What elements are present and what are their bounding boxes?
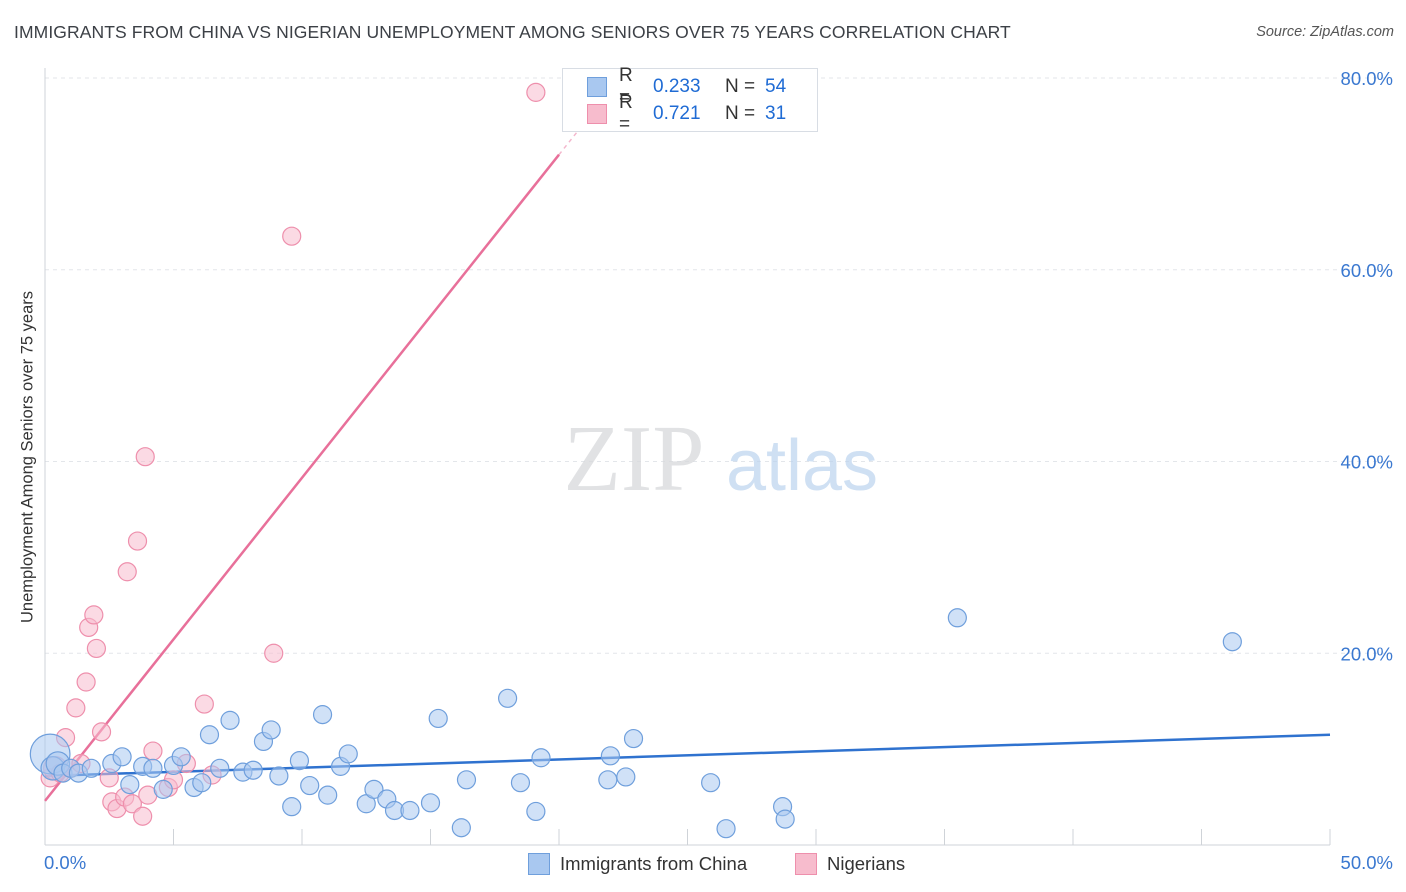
china-point bbox=[526, 801, 546, 822]
correlation-legend: R = 0.233 N = 54 R = 0.721 N = 31 bbox=[562, 65, 818, 135]
legend-label-nigerians: Nigerians bbox=[827, 853, 906, 874]
china-point bbox=[318, 785, 338, 805]
china-point bbox=[171, 747, 191, 767]
china-point bbox=[456, 770, 477, 790]
nigerians-points bbox=[40, 82, 546, 826]
legend-row-china: R = 0.233 N = 54 bbox=[587, 65, 787, 108]
china-point bbox=[112, 747, 132, 767]
china-point bbox=[600, 746, 621, 766]
china-point bbox=[420, 793, 441, 813]
china-point bbox=[81, 758, 101, 778]
china-point bbox=[428, 708, 448, 729]
china-point bbox=[947, 608, 967, 628]
legend-r-value: 0.721 bbox=[653, 103, 701, 124]
y-tick-label: 20.0% bbox=[1341, 643, 1393, 664]
nigerians-point bbox=[264, 643, 284, 663]
legend-row-nigerians: R = 0.721 N = 31 bbox=[587, 92, 787, 135]
legend-n-label: N = bbox=[725, 76, 756, 97]
china-point bbox=[261, 720, 281, 740]
china-point bbox=[300, 775, 320, 796]
nigerians-point bbox=[143, 741, 163, 761]
source-credit: Source: ZipAtlas.com bbox=[1256, 24, 1394, 40]
legend-swatch-china bbox=[528, 853, 550, 875]
y-tick-label: 80.0% bbox=[1341, 68, 1393, 89]
legend-swatch-nigerians bbox=[587, 104, 607, 124]
china-point bbox=[400, 800, 420, 821]
china-point bbox=[716, 819, 736, 839]
nigerians-point bbox=[66, 698, 86, 718]
legend-swatch-nigerians bbox=[795, 853, 817, 875]
china-point bbox=[531, 748, 551, 768]
watermark-atlas: atlas bbox=[726, 426, 878, 506]
x-tick-label: 0.0% bbox=[44, 852, 86, 873]
x-tick-label: 50.0% bbox=[1341, 852, 1393, 873]
legend-n-value: 31 bbox=[765, 103, 787, 124]
axes bbox=[44, 68, 1331, 846]
china-point bbox=[364, 779, 384, 799]
china-point bbox=[510, 773, 531, 793]
china-point bbox=[120, 774, 140, 795]
nigerians-point bbox=[282, 226, 302, 246]
nigerians-trend-line bbox=[44, 153, 560, 802]
y-tick-label: 60.0% bbox=[1341, 260, 1393, 281]
legend-item-china: Immigrants from China bbox=[528, 851, 747, 877]
nigerians-point bbox=[76, 672, 96, 692]
legend-r-label: R = bbox=[619, 92, 633, 135]
nigerians-point bbox=[86, 638, 107, 659]
gridlines bbox=[45, 77, 1392, 654]
china-point bbox=[199, 725, 220, 745]
y-tick-label: 40.0% bbox=[1341, 452, 1393, 473]
legend-r-label: R = bbox=[619, 65, 633, 108]
china-point bbox=[282, 797, 302, 817]
china-point bbox=[220, 710, 240, 730]
legend-label-china: Immigrants from China bbox=[560, 853, 748, 874]
china-point bbox=[775, 809, 795, 829]
china-point bbox=[616, 767, 636, 787]
legend-item-nigerians: Nigerians bbox=[795, 851, 905, 877]
watermark-zip: ZIP bbox=[564, 407, 705, 511]
nigerians-point bbox=[194, 694, 214, 714]
watermark: ZIP atlas bbox=[564, 407, 879, 511]
nigerians-point bbox=[127, 531, 148, 551]
china-point bbox=[269, 766, 289, 786]
legend-r-value: 0.233 bbox=[653, 76, 701, 97]
china-point bbox=[498, 688, 518, 708]
china-point bbox=[451, 818, 471, 838]
china-point bbox=[598, 770, 618, 790]
china-point bbox=[210, 758, 230, 778]
china-point bbox=[153, 779, 173, 799]
legend-n-value: 54 bbox=[765, 76, 787, 97]
china-point bbox=[192, 773, 212, 793]
nigerians-point bbox=[117, 562, 137, 582]
legend-swatch-china bbox=[587, 77, 607, 97]
china-point bbox=[623, 728, 644, 749]
china-point bbox=[701, 773, 721, 793]
y-axis-label: Unemployment Among Seniors over 75 years bbox=[18, 291, 37, 623]
nigerians-point bbox=[133, 806, 153, 826]
china-point bbox=[243, 760, 263, 780]
china-point bbox=[312, 705, 333, 725]
nigerians-point bbox=[91, 722, 112, 742]
china-point bbox=[338, 744, 358, 764]
china-point bbox=[143, 758, 163, 778]
nigerians-point bbox=[135, 447, 155, 467]
china-point bbox=[289, 751, 310, 771]
china-points bbox=[29, 608, 1242, 839]
chart-title: IMMIGRANTS FROM CHINA VS NIGERIAN UNEMPL… bbox=[14, 22, 1011, 42]
legend-n-label: N = bbox=[725, 103, 756, 124]
china-point bbox=[1222, 632, 1242, 652]
nigerians-point bbox=[122, 794, 142, 814]
nigerians-point bbox=[526, 82, 546, 102]
tick-labels: 20.0% 40.0% 60.0% 80.0% 0.0% 50.0% bbox=[44, 68, 1393, 873]
nigerians-point bbox=[84, 605, 104, 625]
